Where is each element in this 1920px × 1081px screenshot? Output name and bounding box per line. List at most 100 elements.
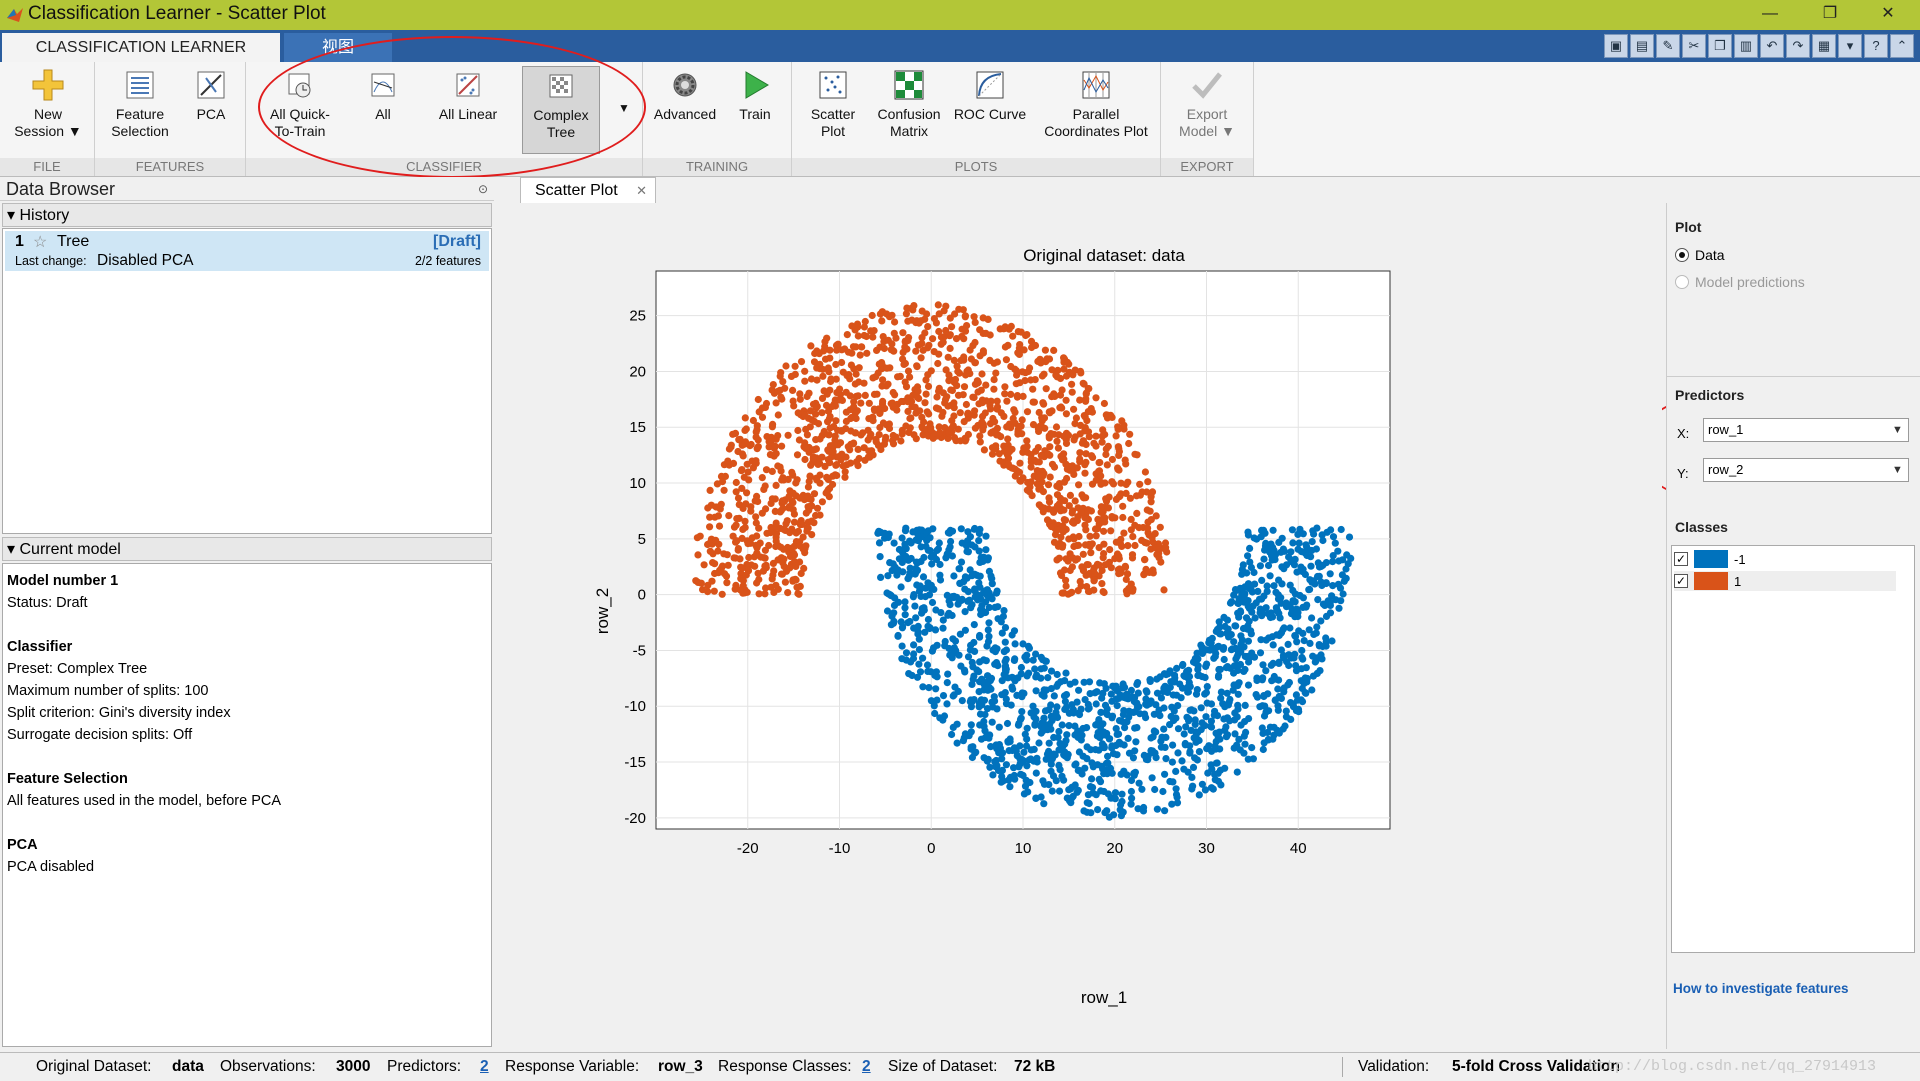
cut-icon[interactable]: ✂ [1682, 34, 1706, 58]
point-class-1 [824, 431, 832, 439]
radio-data[interactable]: Data [1675, 247, 1725, 263]
redo-icon[interactable]: ↷ [1786, 34, 1810, 58]
class-color-swatch[interactable] [1694, 572, 1728, 590]
paste-icon[interactable]: ▥ [1734, 34, 1758, 58]
point-class-1 [954, 367, 962, 376]
point-class-1 [774, 462, 782, 470]
point-class-neg1 [1246, 558, 1254, 566]
collapse-icon[interactable]: ⌃ [1890, 34, 1914, 58]
panel-menu-icon[interactable]: ⊙ [477, 182, 488, 196]
class-color-swatch[interactable] [1694, 550, 1728, 568]
scatter-plot-icon [819, 71, 847, 99]
tab-scatter-plot[interactable]: Scatter Plot ✕ [520, 177, 656, 203]
point-class-neg1 [945, 644, 953, 653]
point-class-1 [1081, 413, 1089, 421]
point-class-neg1 [1037, 665, 1045, 673]
scatter-chart[interactable]: Original dataset: data -20 -10 0 10 20 30 40 -… [496, 203, 1662, 1049]
new-session-button[interactable]: New Session ▼ [6, 66, 90, 154]
export-model-button[interactable]: Export Model ▼ [1167, 66, 1247, 154]
point-class-neg1 [986, 677, 994, 685]
point-class-1 [944, 353, 952, 361]
close-tab-icon[interactable]: ✕ [636, 183, 647, 198]
point-class-neg1 [1217, 694, 1225, 702]
undo-icon[interactable]: ↶ [1760, 34, 1784, 58]
point-class-neg1 [976, 583, 984, 591]
point-class-1 [1079, 550, 1087, 558]
x-predictor-select[interactable]: row_1 ▼ [1703, 418, 1909, 442]
checkbox-checked-icon[interactable]: ✓ [1674, 574, 1688, 588]
point-class-neg1 [982, 532, 990, 540]
point-class-1 [1037, 359, 1045, 367]
advanced-button[interactable]: Advanced [649, 66, 721, 154]
point-class-neg1 [967, 604, 975, 612]
y-predictor-select[interactable]: row_2 ▼ [1703, 458, 1909, 482]
point-class-1 [870, 405, 878, 413]
point-class-1 [801, 367, 809, 375]
tab-classification-learner[interactable]: CLASSIFICATION LEARNER [2, 33, 280, 62]
scatter-plot-button[interactable]: Scatter Plot [798, 66, 868, 154]
how-to-investigate-link[interactable]: How to investigate features [1673, 981, 1849, 996]
point-class-neg1 [1230, 669, 1238, 677]
group-label-features: FEATURES [95, 158, 245, 176]
point-class-1 [971, 318, 979, 326]
radio-model-predictions[interactable]: Model predictions [1675, 274, 1805, 290]
roc-curve-button[interactable]: ROC Curve [950, 66, 1030, 154]
point-class-neg1 [1215, 671, 1223, 680]
point-class-1 [768, 495, 776, 503]
pca-button[interactable]: PCA [183, 66, 239, 154]
point-class-neg1 [918, 526, 926, 534]
point-class-1 [1144, 524, 1152, 532]
point-class-neg1 [998, 691, 1006, 699]
train-button[interactable]: Train [727, 66, 783, 154]
point-class-neg1 [1313, 623, 1321, 631]
point-class-1 [1094, 525, 1102, 533]
point-class-1 [971, 407, 979, 415]
edit-icon[interactable]: ✎ [1656, 34, 1680, 58]
class-row[interactable]: ✓ -1 [1674, 549, 1896, 569]
point-class-neg1 [1334, 547, 1342, 555]
point-class-neg1 [1118, 790, 1126, 798]
favorite-star-icon[interactable]: ☆ [33, 234, 48, 251]
point-class-1 [1120, 421, 1128, 429]
point-class-neg1 [1192, 690, 1201, 698]
save-icon[interactable]: ▤ [1630, 34, 1654, 58]
pin-icon[interactable]: ▾ [1838, 34, 1862, 58]
point-class-1 [720, 486, 728, 494]
copy-icon[interactable]: ❐ [1708, 34, 1732, 58]
parallel-coordinates-button[interactable]: Parallel Coordinates Plot [1038, 66, 1154, 154]
x-tick-label: 40 [1290, 840, 1307, 857]
status-classes-link[interactable]: 2 [862, 1058, 871, 1075]
help-icon[interactable]: ? [1864, 34, 1888, 58]
checkbox-checked-icon[interactable]: ✓ [1674, 552, 1688, 566]
close-button[interactable]: ✕ [1881, 5, 1895, 22]
point-class-1 [1015, 350, 1024, 358]
class-row[interactable]: ✓ 1 [1674, 571, 1896, 591]
feature-selection-button[interactable]: Feature Selection [101, 66, 179, 154]
point-class-1 [921, 399, 929, 407]
point-class-1 [841, 473, 849, 481]
point-class-neg1 [1283, 658, 1291, 666]
point-class-neg1 [1232, 622, 1240, 630]
point-class-1 [1076, 457, 1084, 466]
history-item[interactable]: 1 ☆ Tree [Draft] Last change: Disabled P… [5, 231, 489, 271]
point-class-1 [1119, 502, 1127, 510]
layout-icon[interactable]: ▦ [1812, 34, 1836, 58]
point-class-neg1 [1189, 763, 1198, 772]
point-class-1 [980, 446, 988, 454]
point-class-neg1 [1209, 785, 1217, 793]
point-class-neg1 [1058, 772, 1066, 780]
new-icon[interactable]: ▣ [1604, 34, 1628, 58]
status-predictors-link[interactable]: 2 [480, 1058, 489, 1075]
history-header[interactable]: ▾ History [2, 203, 492, 227]
restore-button[interactable]: ❐ [1822, 5, 1838, 22]
point-class-neg1 [1023, 735, 1031, 743]
point-class-neg1 [932, 668, 940, 676]
confusion-matrix-button[interactable]: Confusion Matrix [872, 66, 946, 154]
point-class-1 [1131, 541, 1139, 550]
point-class-1 [924, 323, 932, 331]
point-class-1 [1104, 442, 1112, 450]
point-class-neg1 [884, 572, 892, 580]
point-class-1 [789, 386, 797, 394]
minimize-button[interactable]: — [1762, 5, 1778, 22]
current-model-header[interactable]: ▾ Current model [2, 537, 492, 561]
